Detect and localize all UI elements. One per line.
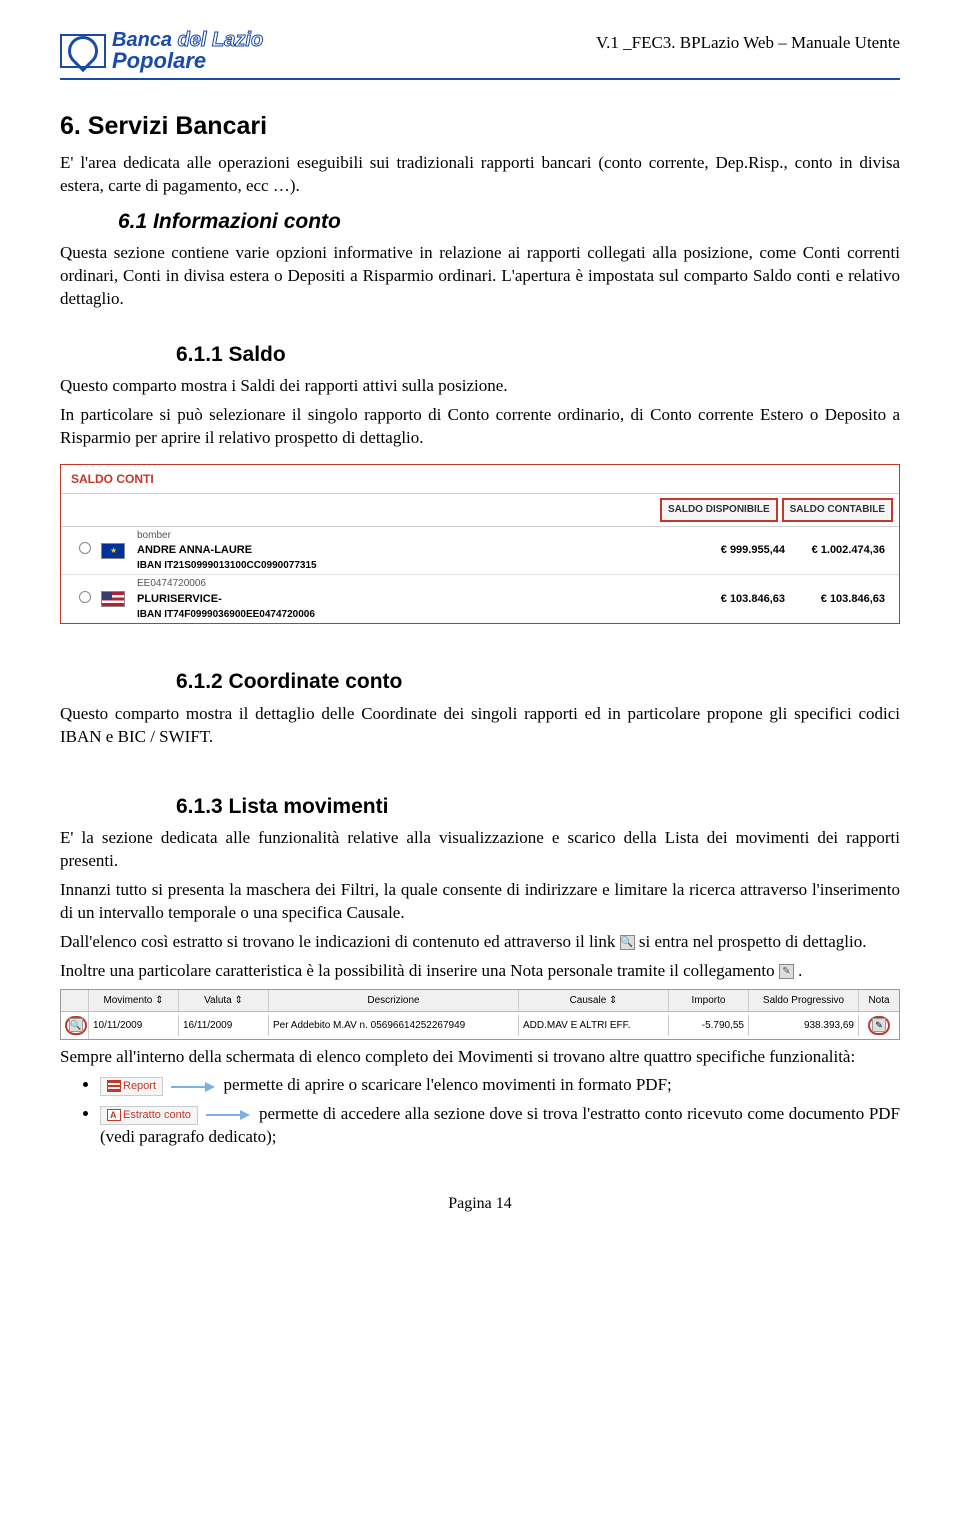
saldo-contabile-value: € 103.846,63 — [791, 592, 891, 607]
col-saldo-disponibile: SALDO DISPONIBILE — [660, 498, 778, 522]
saldo-panel-title: SALDO CONTI — [61, 465, 899, 494]
logo-text-2: Popolare — [112, 50, 263, 72]
account-iban: IBAN IT74F0999036900EE0474720006 — [137, 608, 691, 622]
cell-causale: ADD.MAV E ALTRI EFF. — [519, 1015, 669, 1037]
text-fragment: si entra nel prospetto di dettaglio. — [639, 932, 867, 951]
text-fragment: Inoltre una particolare caratteristica è… — [60, 961, 779, 980]
bank-logo: Banca del Lazio Popolare — [60, 30, 263, 72]
info-conto-paragraph: Questa sezione contiene varie opzioni in… — [60, 242, 900, 311]
account-holder: PLURISERVICE- — [137, 592, 691, 607]
h1-servizi-bancari: 6. Servizi Bancari — [60, 110, 900, 144]
saldo-disponibile-value: € 999.955,44 — [691, 543, 791, 558]
report-icon — [107, 1080, 121, 1092]
saldo-p2: In particolare si può selezionare il sin… — [60, 404, 900, 450]
text-fragment: . — [798, 961, 802, 980]
funzionalita-list: Report permette di aprire o scaricare l'… — [60, 1074, 900, 1149]
estratto-conto-button[interactable]: Estratto conto — [100, 1106, 198, 1125]
account-radio[interactable] — [69, 542, 101, 559]
arrow-icon — [206, 1110, 250, 1120]
account-holder: ANDRE ANNA-LAURE — [137, 543, 691, 558]
h3-coordinate: 6.1.2 Coordinate conto — [176, 668, 900, 696]
flag-icon — [101, 543, 137, 559]
cell-descrizione: Per Addebito M.AV n. 05696614252267949 — [269, 1015, 519, 1037]
account-nick: bomber — [137, 529, 691, 543]
cell-saldo-progr: 938.393,69 — [749, 1015, 859, 1037]
lista-mov-p4: Inoltre una particolare caratteristica è… — [60, 960, 900, 983]
coordinate-paragraph: Questo comparto mostra il dettaglio dell… — [60, 703, 900, 749]
account-row[interactable]: EE0474720006 PLURISERVICE- IBAN IT74F099… — [61, 575, 899, 623]
col-movimento[interactable]: Movimento ⇕ — [89, 990, 179, 1012]
col-saldo-progressivo: Saldo Progressivo — [749, 990, 859, 1012]
estratto-label: Estratto conto — [123, 1109, 191, 1121]
pdf-icon — [107, 1109, 121, 1121]
detail-link-icon[interactable]: 🔍 — [620, 935, 635, 950]
saldo-header-row: SALDO DISPONIBILE SALDO CONTABILE — [61, 494, 899, 527]
edit-note-icon[interactable]: ✎ — [779, 964, 794, 979]
account-row[interactable]: bomber ANDRE ANNA-LAURE IBAN IT21S099901… — [61, 527, 899, 576]
arrow-icon — [171, 1082, 215, 1092]
doc-header-title: V.1 _FEC3. BPLazio Web – Manuale Utente — [263, 30, 900, 55]
lista-mov-p3: Dall'elenco così estratto si trovano le … — [60, 931, 900, 954]
cell-data-valuta: 16/11/2009 — [179, 1015, 269, 1037]
col-descrizione: Descrizione — [269, 990, 519, 1012]
h3-lista-movimenti: 6.1.3 Lista movimenti — [176, 793, 900, 821]
page-number: Pagina 14 — [60, 1193, 900, 1215]
account-nick: EE0474720006 — [137, 577, 691, 591]
cell-data-movimento: 10/11/2009 — [89, 1015, 179, 1037]
report-label: Report — [123, 1080, 156, 1092]
movimenti-table: Movimento ⇕ Valuta ⇕ Descrizione Causale… — [60, 989, 900, 1040]
saldo-p1: Questo comparto mostra i Saldi dei rappo… — [60, 375, 900, 398]
logo-icon — [60, 34, 106, 68]
cell-importo: -5.790,55 — [669, 1015, 749, 1037]
col-causale[interactable]: Causale ⇕ — [519, 990, 669, 1012]
lista-mov-p1: E' la sezione dedicata alle funzionalità… — [60, 827, 900, 873]
text-fragment: Dall'elenco così estratto si trovano le … — [60, 932, 620, 951]
row-note-icon[interactable]: ✎ — [868, 1016, 890, 1035]
col-saldo-contabile: SALDO CONTABILE — [782, 498, 893, 522]
list-item: Estratto conto permette di accedere alla… — [100, 1103, 900, 1149]
h3-saldo: 6.1.1 Saldo — [176, 341, 900, 369]
col-importo: Importo — [669, 990, 749, 1012]
col-valuta[interactable]: Valuta ⇕ — [179, 990, 269, 1012]
funzionalita-intro: Sempre all'interno della schermata di el… — [60, 1046, 900, 1069]
saldo-contabile-value: € 1.002.474,36 — [791, 543, 891, 558]
movimento-row: 🔍 10/11/2009 16/11/2009 Per Addebito M.A… — [61, 1012, 899, 1039]
flag-icon — [101, 591, 137, 607]
bullet-text: permette di aprire o scaricare l'elenco … — [224, 1075, 672, 1094]
account-iban: IBAN IT21S0999013100CC0990077315 — [137, 559, 691, 573]
account-radio[interactable] — [69, 591, 101, 608]
col-nota: Nota — [859, 990, 899, 1012]
saldo-conti-panel: SALDO CONTI SALDO DISPONIBILE SALDO CONT… — [60, 464, 900, 624]
page-header: Banca del Lazio Popolare V.1 _FEC3. BPLa… — [60, 30, 900, 80]
intro-paragraph: E' l'area dedicata alle operazioni esegu… — [60, 152, 900, 198]
lista-mov-p2: Innanzi tutto si presenta la maschera de… — [60, 879, 900, 925]
report-button[interactable]: Report — [100, 1077, 163, 1096]
row-detail-icon[interactable]: 🔍 — [65, 1016, 87, 1035]
h2-informazioni-conto: 6.1 Informazioni conto — [118, 208, 900, 236]
saldo-disponibile-value: € 103.846,63 — [691, 592, 791, 607]
list-item: Report permette di aprire o scaricare l'… — [100, 1074, 900, 1097]
movimenti-header: Movimento ⇕ Valuta ⇕ Descrizione Causale… — [61, 990, 899, 1013]
